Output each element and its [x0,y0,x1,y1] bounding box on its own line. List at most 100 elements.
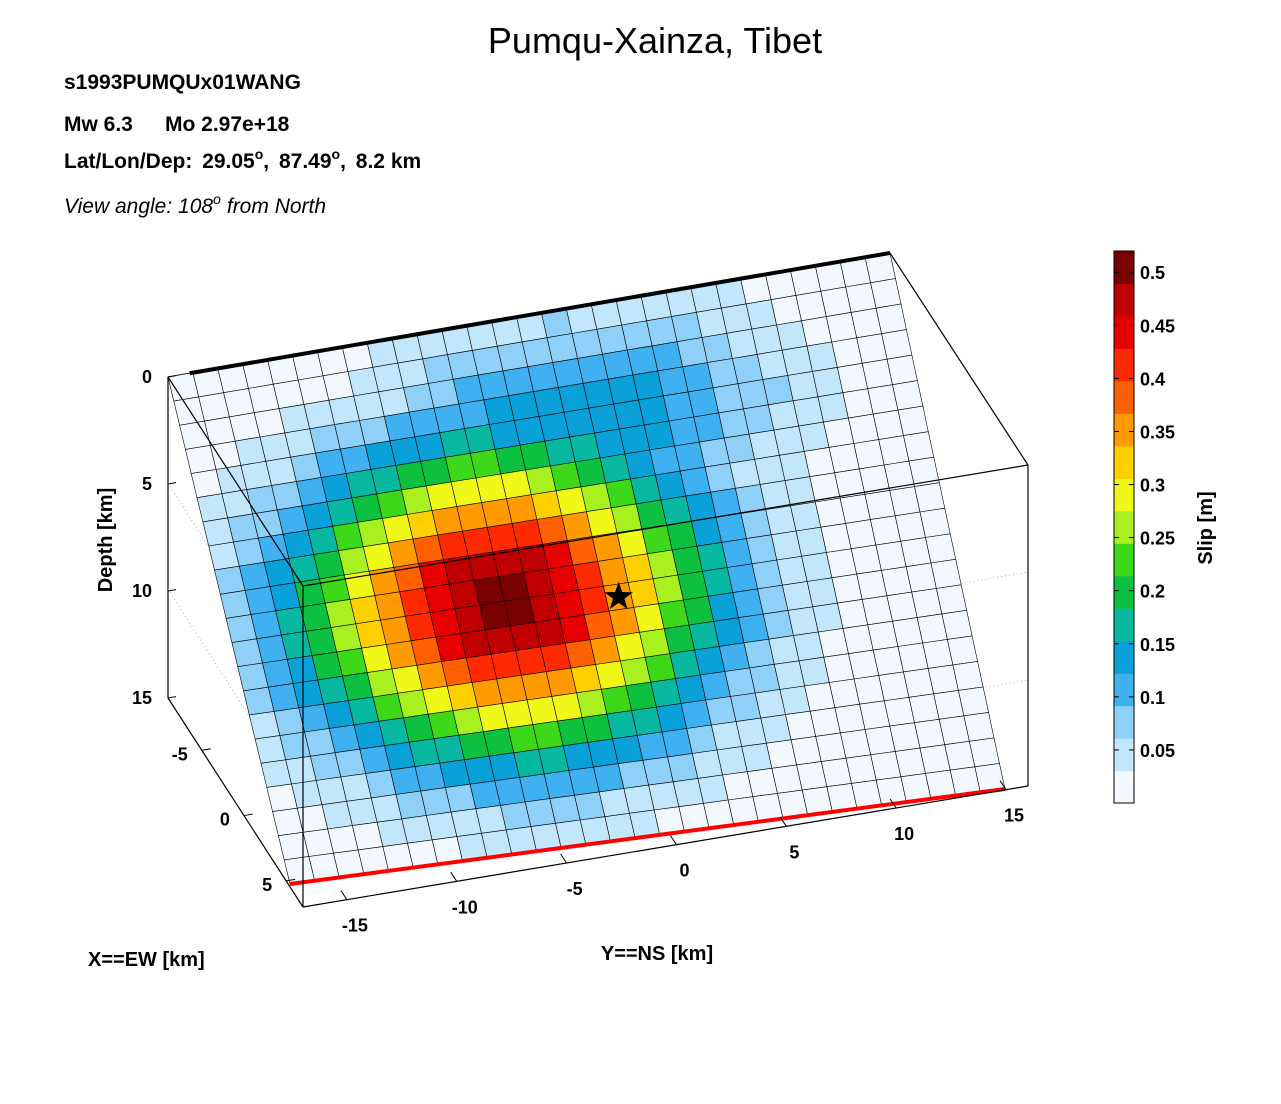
ns-tick-label: 15 [1004,806,1024,826]
colorbar-swatch [1114,510,1134,544]
lat-value: 29.05 [202,150,255,173]
colorbar-swatch [1114,348,1134,382]
ew-axis-label: X==EW [km] [88,949,205,971]
ew-tick-label: -5 [172,744,188,764]
location-line: Lat/Lon/Dep: 29.05o, 87.49o, 8.2 km [64,146,421,173]
slip-cell [919,507,951,538]
magnitude-label: Mw 6.3 [64,113,133,136]
colorbar-tick-label: 0.45 [1140,316,1175,336]
colorbar-tick-label: 0.2 [1140,582,1165,602]
colorbar-swatch [1114,673,1134,707]
colorbar [1114,251,1134,804]
depth-tick-label: 15 [132,688,152,708]
depth-value: 8.2 km [356,150,421,173]
location-label: Lat/Lon/Dep: [64,150,192,173]
lon-degree: o [332,146,341,162]
ew-tick-mark [243,813,254,817]
colorbar-tick-label: 0.05 [1140,741,1175,761]
fault-plane [167,252,1006,885]
colorbar-frame [1113,250,1135,804]
slip-cell [930,558,962,589]
slip-cell [963,712,995,742]
slip-cell [941,609,973,640]
colorbar-tick-label: 0.35 [1140,422,1175,442]
colorbar-ticks: 0.05 0.1 0.15 0.2 0.25 0.3 0.35 0.4 0.45 0.5 [1114,263,1175,761]
slip-cell [886,354,918,386]
chart-title: Pumqu-Xainza, Tibet [488,20,822,61]
colorbar-swatch [1114,543,1134,577]
ns-tick-label: 10 [894,824,914,844]
ns-axis-label: Y==NS [km] [601,943,713,965]
lat-degree: o [255,146,264,162]
colorbar-tick-label: 0.15 [1140,635,1175,655]
ew-axis-ticks: -5 0 5 [172,744,296,895]
slip-cell [897,405,929,436]
slip-cell [870,278,902,309]
depth-tick-mark [167,696,177,699]
colorbar-swatch [1114,608,1134,642]
ew-tick-mark [201,748,211,751]
ns-tick-mark [999,780,1007,790]
ns-tick-mark [560,853,568,864]
event-id: s1993PUMQUx01WANG [64,71,301,94]
colorbar-tick-label: 0.25 [1140,529,1175,549]
slip-cell [969,737,1000,768]
colorbar-tick-label: 0.1 [1140,688,1165,708]
ns-tick-label: -15 [342,916,368,936]
view-angle: View angle: 108o from North [64,191,326,218]
slip-cell [936,584,968,615]
view-suffix: from North [227,195,326,218]
ns-axis-ticks: -15 -10 -5 0 5 10 15 [340,780,1024,936]
ns-tick-mark [340,890,348,900]
ew-tick-mark [286,878,296,882]
colorbar-swatch [1114,251,1134,285]
slip-cell [875,303,907,335]
colorbar-swatch [1114,770,1134,804]
ew-tick-label: 5 [262,875,272,895]
hypocenter-star [604,581,633,609]
depth-tick-mark [167,589,177,592]
colorbar-swatch [1114,575,1134,609]
view-degree: o [213,191,221,207]
colorbar-swatch [1114,283,1134,317]
view-prefix: View angle: 108 [64,195,213,218]
ns-tick-label: -10 [452,897,478,917]
ns-tick-mark [889,798,897,809]
fault-top-trace [189,251,891,376]
depth-tick-mark [167,482,177,485]
depth-axis-label: Depth [km] [95,488,117,592]
depth-tick-label: 10 [132,581,152,601]
slip-cell [958,686,989,717]
colorbar-tick-label: 0.3 [1140,476,1165,496]
colorbar-label: Slip [m] [1195,491,1217,564]
ns-tick-label: 5 [789,842,799,862]
colorbar-swatch [1114,705,1134,739]
colorbar-swatch [1114,738,1134,772]
depth-tick-label: 5 [142,474,152,494]
depth-tick-label: 0 [142,367,152,387]
lon-value: 87.49 [279,150,332,173]
moment-label: Mo 2.97e+18 [165,113,290,136]
colorbar-swatch [1114,380,1134,414]
slip-cell [892,380,924,411]
ew-tick-label: 0 [220,810,230,830]
slip-cell [914,482,946,513]
colorbar-tick-label: 0.4 [1140,369,1165,389]
slip-cell [881,329,913,360]
ns-tick-mark [450,872,458,882]
colorbar-swatch [1114,315,1134,350]
ns-tick-mark [779,817,787,827]
ns-tick-label: -5 [567,879,583,899]
colorbar-swatch [1114,640,1134,674]
box-front [167,376,1029,908]
ns-tick-mark [670,835,677,845]
colorbar-tick-label: 0.5 [1140,263,1165,283]
surface-trace [289,787,1006,886]
depth-axis-ticks: 0 5 10 15 [132,367,177,708]
colorbar-swatch [1114,445,1134,479]
colorbar-swatch [1114,478,1134,512]
slip-cell [925,533,957,564]
slip-cell [947,635,978,666]
slip-cell [903,431,935,462]
